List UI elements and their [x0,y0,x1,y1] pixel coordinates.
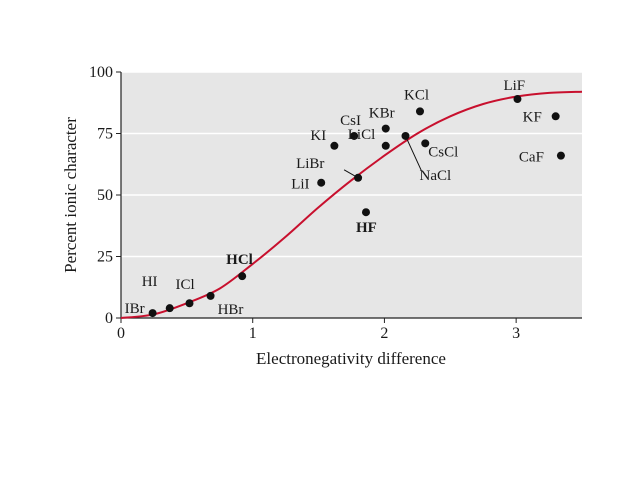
point-lii [317,178,326,187]
y-tick-label-2: 50 [97,187,113,204]
point-ibr [148,309,157,318]
point-hi [165,304,174,313]
point-csi [350,131,359,140]
point-icl [185,299,194,308]
x-tick-label-2: 2 [380,325,388,342]
point-label-libr: LiBr [296,156,324,172]
x-tick-label-0: 0 [117,325,125,342]
point-label-lif: LiF [503,78,525,94]
point-label-kbr: KBr [369,106,395,122]
point-label-kf: KF [523,109,542,125]
point-label-cscl: CsCl [428,144,458,160]
point-label-icl: ICl [175,277,194,293]
point-caf [556,151,565,160]
point-labels: IBr HI ICl HBr HCl LiI KI CsI LiBr HF LiCl KBr NaCl K… [125,78,544,318]
y-axis-label: Percent ionic character [61,117,80,273]
point-label-ki: KI [310,128,326,144]
point-label-caf: CaF [519,150,544,166]
point-label-kcl: KCl [404,87,429,103]
point-hcl [238,272,247,281]
point-kf [551,112,560,121]
x-axis-label: Electronegativity difference [256,349,446,368]
point-label-nacl: NaCl [420,168,452,184]
point-label-ibr: IBr [125,301,145,317]
y-tick-label-1: 25 [97,249,113,266]
point-label-csi: CsI [340,113,361,129]
point-label-lii: LiI [291,177,309,193]
axis-ticks: 0 25 50 75 100 0 1 2 3 [89,64,520,342]
point-licl [381,141,390,150]
leader-lines [343,135,422,179]
point-hbr [206,291,215,300]
y-tick-label-3: 75 [97,126,113,143]
point-cscl [421,139,430,148]
point-kcl [415,107,424,116]
point-label-hf: HF [356,220,377,236]
point-label-hcl: HCl [226,252,253,268]
point-label-hbr: HBr [218,302,244,318]
point-ki [330,141,339,150]
leader-libr [343,169,359,179]
point-label-hi: HI [142,274,158,290]
y-tick-label-4: 100 [89,64,113,81]
y-tick-label-0: 0 [105,310,113,327]
ionic-character-curve [120,90,583,319]
point-hf [361,208,370,217]
point-label-licl: LiCl [348,127,376,143]
leader-nacl [405,135,422,172]
point-lif [513,95,522,104]
x-tick-label-3: 3 [512,325,520,342]
point-kbr [381,124,390,133]
x-tick-label-1: 1 [249,325,257,342]
